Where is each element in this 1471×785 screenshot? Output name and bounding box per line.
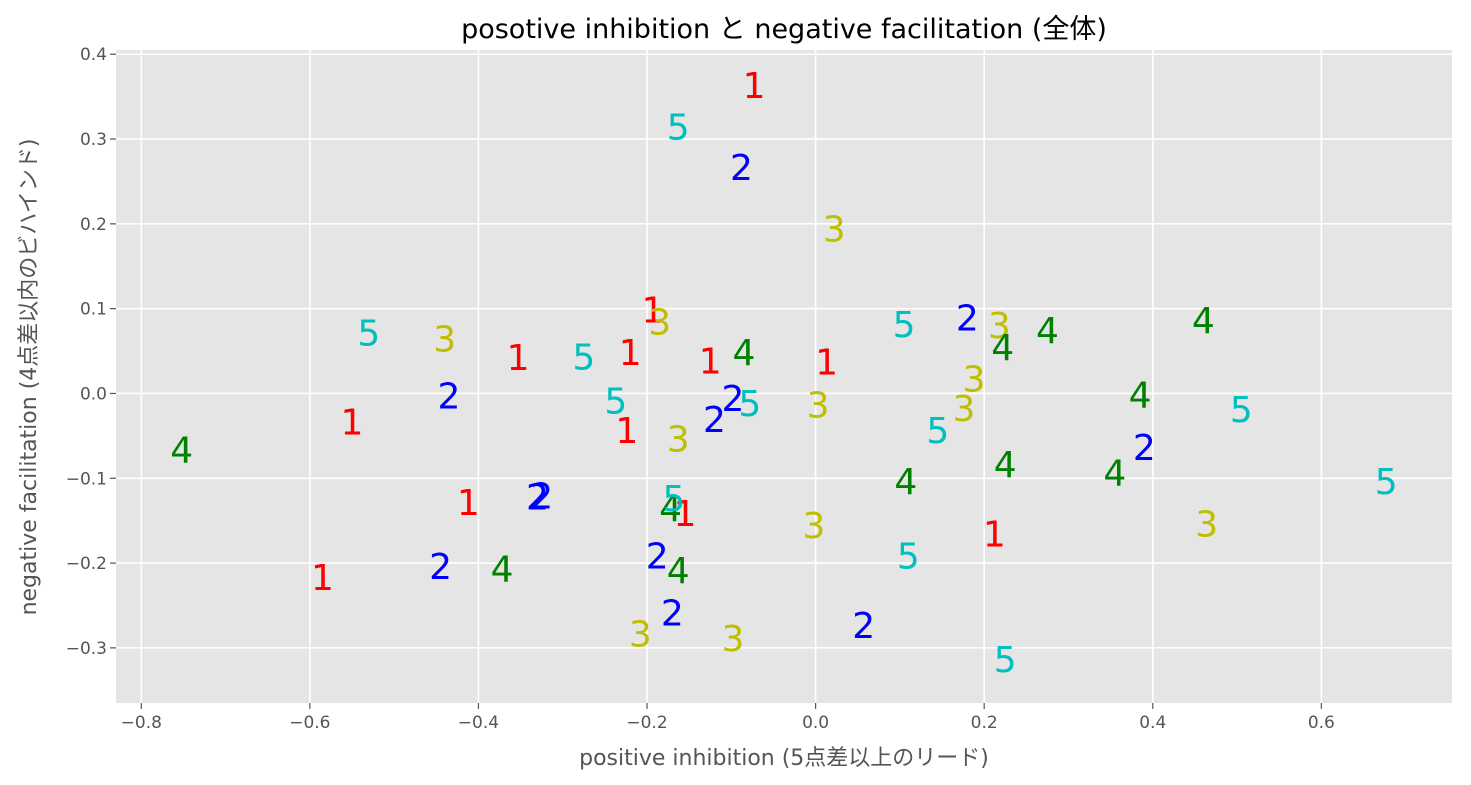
data-point-4: 4 xyxy=(894,462,917,503)
data-point-3: 3 xyxy=(722,619,745,660)
data-point-4: 4 xyxy=(994,445,1017,486)
x-tick-label: −0.4 xyxy=(458,713,499,733)
data-point-2: 2 xyxy=(722,379,745,420)
data-point-1: 1 xyxy=(815,342,838,383)
data-point-2: 2 xyxy=(646,537,669,578)
data-point-4: 4 xyxy=(491,549,514,590)
data-point-2: 2 xyxy=(956,298,979,339)
data-point-5: 5 xyxy=(893,305,916,346)
data-point-2: 2 xyxy=(852,606,875,647)
y-tick-label: 0.3 xyxy=(80,130,107,150)
data-point-4: 4 xyxy=(659,489,682,530)
y-tick-label: −0.2 xyxy=(66,554,107,574)
data-point-1: 1 xyxy=(983,515,1006,556)
data-point-1: 1 xyxy=(507,338,530,379)
x-tick-label: 0.2 xyxy=(971,713,998,733)
data-point-3: 3 xyxy=(823,209,846,250)
chart-title: posotive inhibition と negative facilitat… xyxy=(461,14,1107,45)
x-tick-label: −0.8 xyxy=(121,713,162,733)
data-point-1: 1 xyxy=(699,342,722,383)
data-point-3: 3 xyxy=(988,306,1011,347)
data-point-3: 3 xyxy=(629,615,652,656)
data-point-3: 3 xyxy=(953,389,976,430)
plot-area xyxy=(116,50,1452,703)
y-tick-label: 0.1 xyxy=(80,300,107,320)
data-point-1: 1 xyxy=(641,291,664,332)
data-point-3: 3 xyxy=(1195,504,1218,545)
data-point-3: 3 xyxy=(433,320,456,361)
data-point-4: 4 xyxy=(1036,311,1059,352)
y-tick-label: −0.3 xyxy=(66,639,107,659)
data-point-5: 5 xyxy=(1375,462,1398,503)
data-point-2: 2 xyxy=(526,477,549,518)
y-axis-label: negative facilitation (4点差以内のビハインド) xyxy=(17,139,42,616)
data-point-1: 1 xyxy=(619,333,642,374)
data-point-5: 5 xyxy=(897,537,920,578)
data-point-1: 1 xyxy=(341,403,364,444)
data-point-4: 4 xyxy=(991,328,1014,369)
x-axis-label: positive inhibition (5点差以上のリード) xyxy=(579,746,989,771)
data-point-2: 2 xyxy=(429,547,452,588)
data-point-1: 1 xyxy=(674,494,697,535)
y-tick-label: 0.0 xyxy=(80,384,107,404)
data-point-3: 3 xyxy=(807,386,830,427)
grid-lines xyxy=(116,50,1452,703)
x-tick-label: 0.4 xyxy=(1139,713,1166,733)
data-point-5: 5 xyxy=(738,384,761,425)
data-point-3: 3 xyxy=(802,506,825,547)
data-point-4: 4 xyxy=(1192,301,1215,342)
data-point-3: 3 xyxy=(648,303,671,344)
data-point-4: 4 xyxy=(667,551,690,592)
data-point-5: 5 xyxy=(994,640,1017,681)
x-tick-label: 0.6 xyxy=(1308,713,1335,733)
axis-ticks: −0.8 −0.6 −0.4 −0.2 0.0 0.2 0.4 0.6 −0.3 −0.2 −0.1… xyxy=(66,45,1335,733)
data-point-4: 4 xyxy=(733,333,756,374)
data-point-5: 5 xyxy=(604,381,627,422)
data-point-2: 2 xyxy=(437,376,460,417)
data-point-1: 1 xyxy=(311,558,334,599)
data-point-2: 2 xyxy=(703,400,726,441)
data-point-5: 5 xyxy=(572,337,595,378)
data-point-1: 1 xyxy=(743,66,766,107)
x-tick-label: −0.6 xyxy=(289,713,330,733)
data-point-1: 1 xyxy=(457,483,480,524)
data-point-2: 2 xyxy=(530,476,553,517)
data-point-5: 5 xyxy=(357,314,380,355)
data-point-5: 5 xyxy=(1230,390,1253,431)
data-point-5: 5 xyxy=(667,108,690,149)
data-point-2: 2 xyxy=(730,148,753,189)
data-point-1: 1 xyxy=(615,411,638,452)
data-point-4: 4 xyxy=(170,431,193,472)
y-tick-label: 0.2 xyxy=(80,215,107,235)
data-point-3: 3 xyxy=(963,359,986,400)
data-point-4: 4 xyxy=(1129,376,1152,417)
x-tick-label: −0.2 xyxy=(626,713,667,733)
data-point-4: 4 xyxy=(1103,454,1126,495)
data-point-2: 2 xyxy=(1133,428,1156,469)
data-point-3: 3 xyxy=(667,420,690,461)
y-tick-label: −0.1 xyxy=(66,469,107,489)
y-tick-label: 0.4 xyxy=(80,45,107,65)
data-point-2: 2 xyxy=(661,593,684,634)
data-point-5: 5 xyxy=(926,411,949,452)
data-point-5: 5 xyxy=(663,479,686,520)
x-tick-label: 0.0 xyxy=(802,713,829,733)
